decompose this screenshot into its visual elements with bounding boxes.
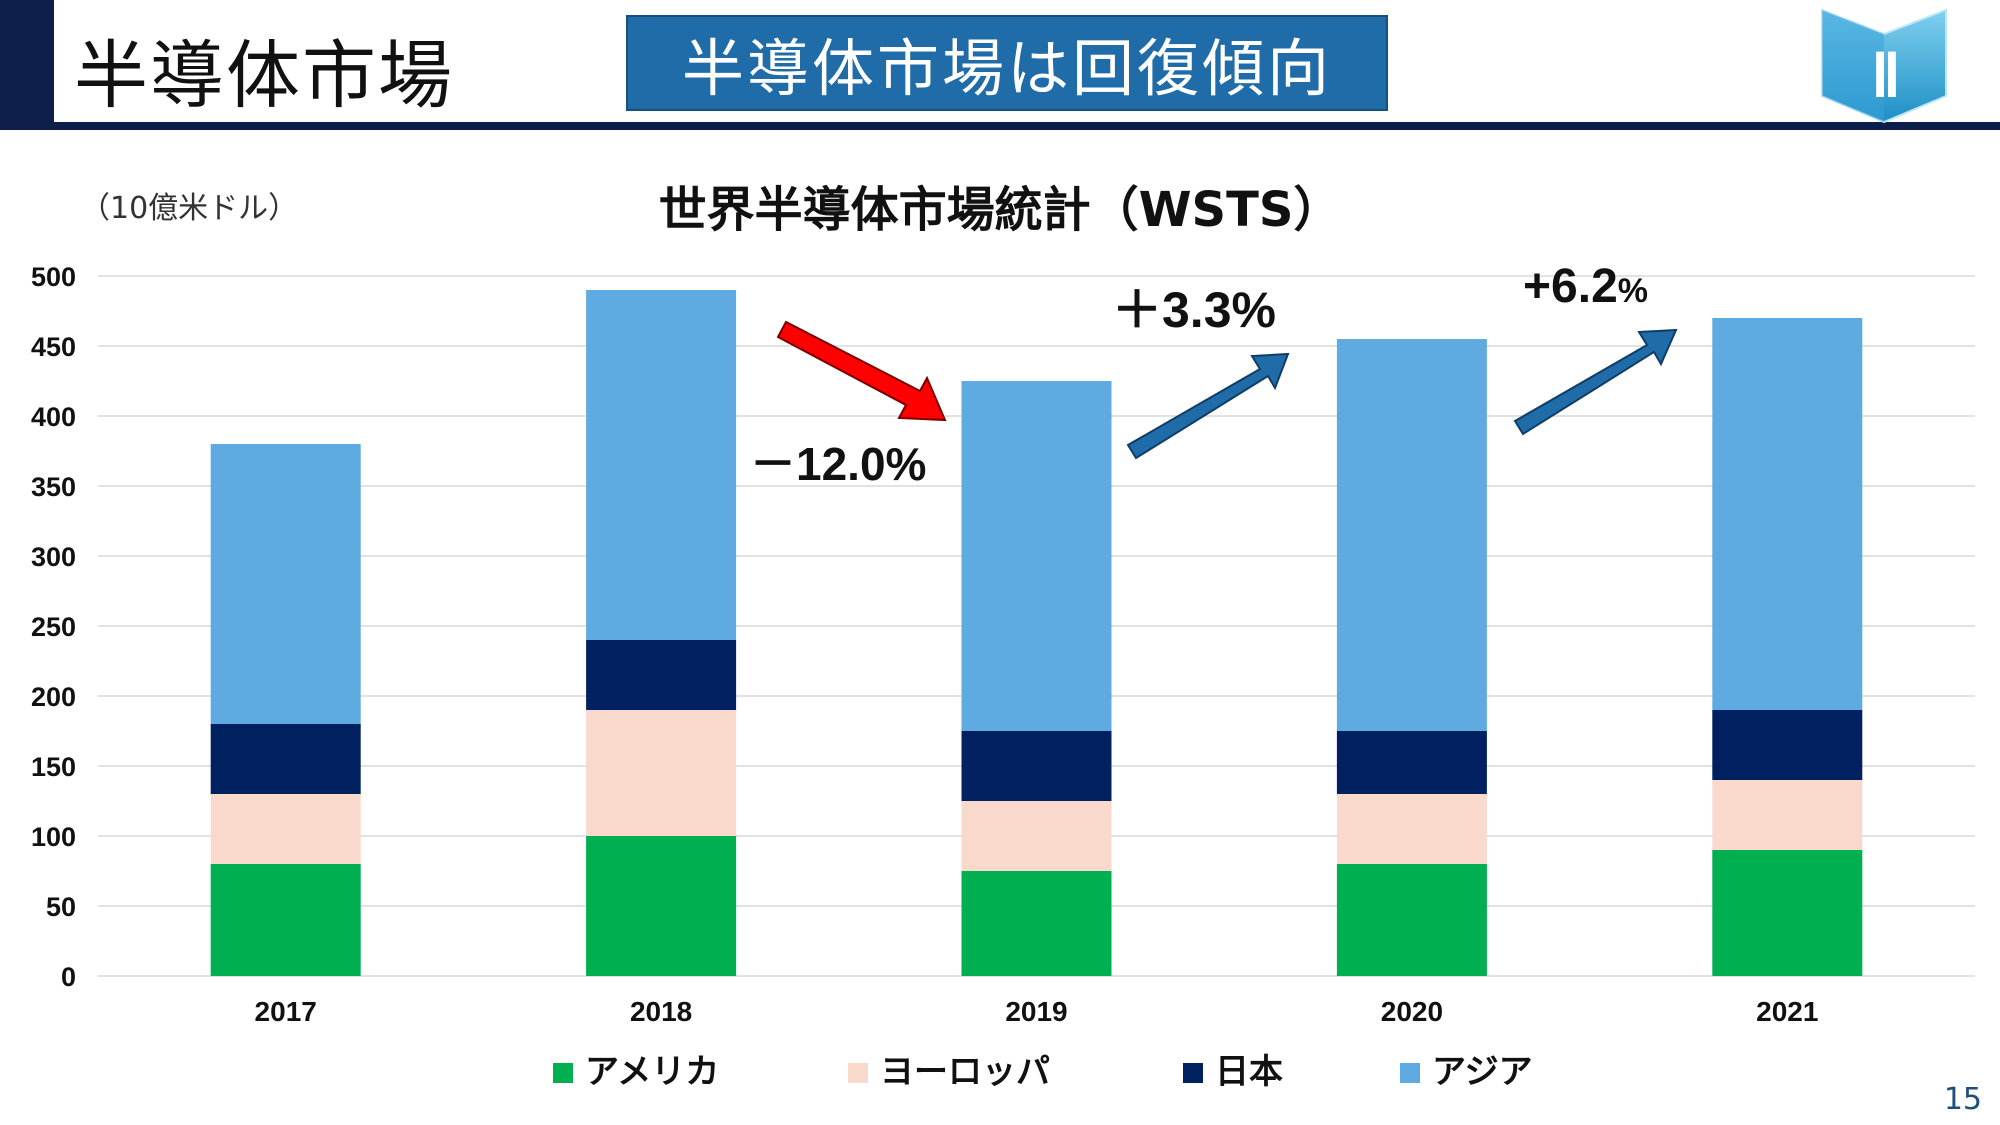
- bar-segment: [210, 444, 361, 724]
- section-badge-icon: Ⅱ: [1821, 8, 1947, 124]
- legend-swatch: [553, 1063, 573, 1083]
- bar-segment: [1712, 318, 1863, 710]
- chart-title: 世界半導体市場統計（WSTS）: [659, 182, 1342, 238]
- x-axis-ticks: 2017 2018 2019 2020 2021: [255, 996, 1819, 1027]
- change-label-2020: ＋3.3%: [1112, 282, 1276, 338]
- y-tick-label: 100: [31, 822, 76, 852]
- bar-segment: [586, 640, 737, 710]
- bar-segment: [586, 710, 737, 836]
- y-tick-label: 50: [46, 892, 76, 922]
- y-tick-label: 300: [31, 542, 76, 572]
- legend-swatch: [1183, 1063, 1203, 1083]
- bar-segment: [586, 290, 737, 640]
- change-label-2021-unit: %: [1618, 272, 1648, 310]
- y-tick-label: 200: [31, 682, 76, 712]
- change-label-2021: +6.2%: [1523, 260, 1648, 313]
- header-accent-block: [0, 0, 54, 130]
- bar-segment: [210, 724, 361, 794]
- legend-label: ヨーロッパ: [880, 1052, 1050, 1092]
- bar-segment: [961, 871, 1112, 976]
- bar-segment: [1336, 864, 1487, 976]
- header-divider: [0, 122, 2000, 130]
- y-tick-label: 0: [61, 962, 76, 992]
- bar-segment: [961, 801, 1112, 871]
- bars: [210, 290, 1863, 976]
- page-title: 半導体市場: [74, 33, 454, 119]
- y-unit-label: （10億米ドル）: [80, 191, 298, 226]
- legend-label: アジア: [1432, 1052, 1533, 1092]
- decline-arrow-icon: [776, 320, 947, 422]
- bar-segment: [1336, 794, 1487, 864]
- increase-arrow-icon: [1126, 352, 1290, 460]
- legend-swatch: [848, 1063, 868, 1083]
- bar-segment: [1336, 339, 1487, 731]
- page-number: 15: [1943, 1082, 1982, 1117]
- legend-swatch: [1400, 1063, 1420, 1083]
- bar-segment: [1712, 780, 1863, 850]
- legend-label: アメリカ: [585, 1052, 719, 1092]
- y-tick-label: 400: [31, 402, 76, 432]
- y-tick-label: 500: [31, 262, 76, 292]
- subtitle-banner: 半導体市場は回復傾向: [626, 15, 1388, 111]
- y-tick-label: 250: [31, 612, 76, 642]
- change-label-2019: －12.0%: [750, 438, 926, 490]
- bar-segment: [1712, 710, 1863, 780]
- bar-segment: [1336, 731, 1487, 794]
- bar-segment: [961, 731, 1112, 801]
- legend: アメリカ ヨーロッパ 日本 アジア: [553, 1052, 1533, 1092]
- bar-segment: [210, 864, 361, 976]
- x-tick-label: 2019: [1005, 996, 1067, 1027]
- y-axis-ticks: 0 50 100 150 200 250 300 350 400 450 500: [31, 262, 76, 992]
- change-label-2021-value: +6.2: [1523, 260, 1618, 313]
- x-tick-label: 2021: [1756, 996, 1818, 1027]
- x-tick-label: 2018: [630, 996, 692, 1027]
- section-numeral: Ⅱ: [1871, 43, 1901, 109]
- x-tick-label: 2017: [255, 996, 317, 1027]
- bar-segment: [210, 794, 361, 864]
- x-tick-label: 2020: [1381, 996, 1443, 1027]
- bar-segment: [1712, 850, 1863, 976]
- bar-segment: [586, 836, 737, 976]
- y-tick-label: 350: [31, 472, 76, 502]
- y-tick-label: 150: [31, 752, 76, 782]
- increase-arrow-icon: [1513, 328, 1678, 436]
- legend-label: 日本: [1215, 1052, 1283, 1092]
- bar-segment: [961, 381, 1112, 731]
- y-tick-label: 450: [31, 332, 76, 362]
- subtitle-text: 半導体市場は回復傾向: [681, 32, 1332, 105]
